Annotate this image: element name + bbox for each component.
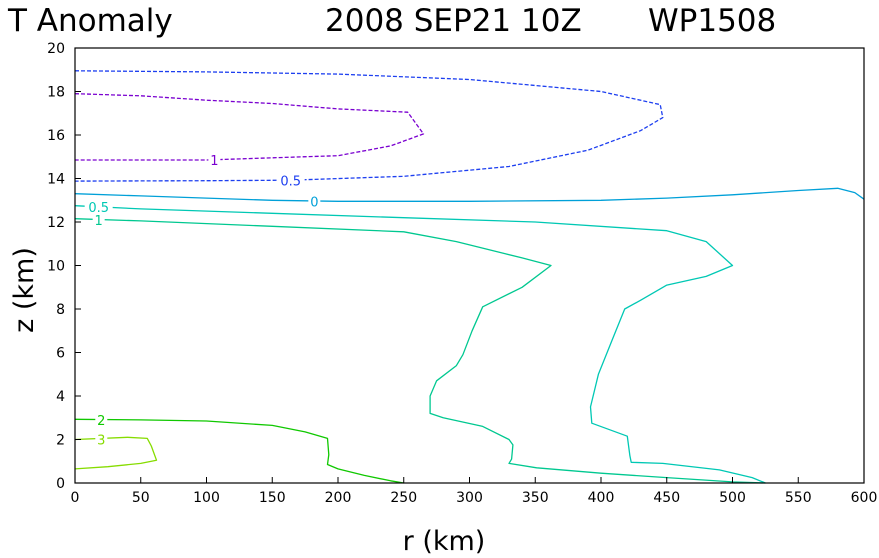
contour-label-bg — [276, 173, 305, 188]
chart-title-date: 2008 SEP21 10Z — [325, 3, 582, 39]
y-tick-label: 20 — [47, 41, 65, 57]
x-tick-label: 100 — [193, 490, 220, 506]
chart-title-storm: WP1508 — [648, 3, 776, 39]
x-tick-label: 50 — [132, 490, 150, 506]
contour-label: 0.5 — [280, 175, 301, 190]
y-tick-label: 10 — [47, 259, 65, 275]
y-tick-label: 8 — [56, 302, 65, 318]
x-tick-label: 550 — [785, 490, 812, 506]
contour-line-2 — [74, 418, 404, 484]
contour-line-1 — [74, 218, 766, 484]
contour-label: 1 — [210, 154, 218, 169]
y-tick-label: 18 — [47, 85, 65, 101]
x-tick-label: 400 — [588, 490, 615, 506]
y-tick-label: 14 — [47, 172, 65, 188]
axis-ticks: 0 50 100 150 200 250 300 350 400 450 500 550 6000246… — [47, 41, 877, 506]
contour-line--0.5 — [74, 70, 664, 182]
contour-line-0 — [74, 187, 865, 202]
y-axis-label: z (km) — [9, 247, 40, 333]
contour-line--1 — [74, 93, 425, 161]
x-tick-label: 350 — [522, 490, 549, 506]
y-tick-label: 16 — [47, 128, 65, 144]
contour-line-3 — [74, 436, 158, 470]
contour-label-bg — [208, 153, 221, 168]
x-tick-label: 150 — [259, 490, 286, 506]
y-tick-label: 12 — [47, 215, 65, 231]
x-tick-label: 450 — [653, 490, 680, 506]
y-tick-label: 4 — [56, 389, 65, 405]
contour-label: 1 — [95, 214, 103, 229]
contour-label: 0.5 — [88, 201, 109, 216]
x-tick-label: 200 — [325, 490, 352, 506]
contour-label-bg — [92, 212, 105, 227]
contour-label-bg — [95, 432, 108, 447]
x-tick-label: 500 — [719, 490, 746, 506]
x-tick-label: 250 — [390, 490, 417, 506]
x-tick-label: 300 — [456, 490, 483, 506]
contour-label: 2 — [97, 414, 105, 429]
y-tick-label: 6 — [56, 346, 65, 362]
plot-frame — [74, 47, 865, 484]
chart-title-field: T Anomaly — [7, 3, 173, 39]
x-tick-label: 600 — [851, 490, 878, 506]
contour-label-bg — [95, 412, 108, 427]
contour-label-bg — [308, 194, 321, 209]
y-tick-label: 2 — [56, 433, 65, 449]
contour-line-0.5 — [74, 205, 766, 484]
x-tick-label: 0 — [71, 490, 80, 506]
contour-label-bg — [84, 199, 113, 214]
contour-label: 3 — [97, 434, 105, 449]
contour-label: 0 — [310, 195, 318, 210]
y-tick-label: 0 — [56, 476, 65, 492]
x-axis-label: r (km) — [403, 526, 486, 557]
